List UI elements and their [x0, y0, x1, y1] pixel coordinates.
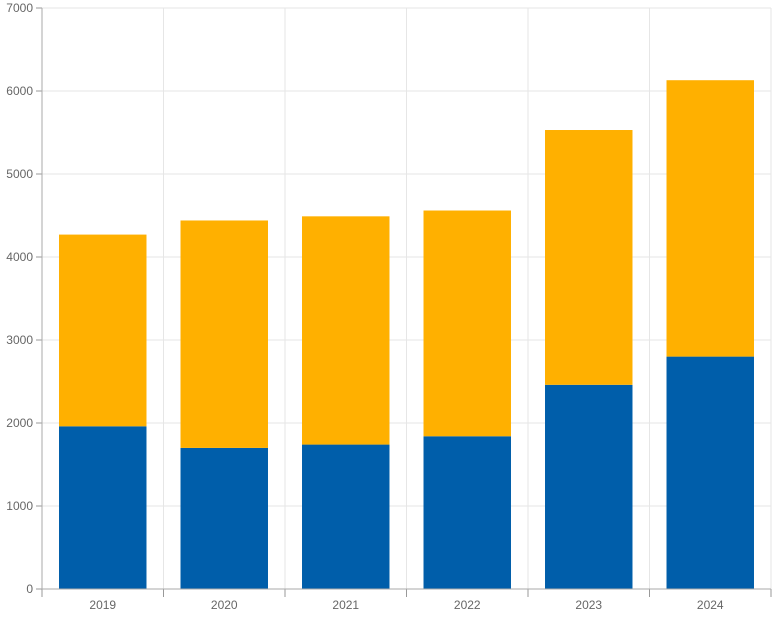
bar-2019-series-1	[59, 426, 147, 589]
y-tick-label: 0	[26, 582, 33, 596]
y-tick-label: 1000	[6, 499, 33, 513]
y-tick-label: 6000	[6, 84, 33, 98]
y-tick-label: 2000	[6, 416, 33, 430]
bar-2021-series-1	[302, 444, 390, 589]
bar-2019-series-2	[59, 234, 147, 427]
bar-2022-series-2	[423, 210, 511, 437]
bar-2023-series-1	[545, 384, 633, 589]
bar-2024-series-1	[666, 356, 754, 589]
bar-2024-series-2	[666, 80, 754, 357]
x-tick-label: 2021	[332, 598, 359, 612]
y-tick-label: 5000	[6, 167, 33, 181]
bar-2020-series-2	[180, 220, 268, 448]
axes	[36, 7, 772, 597]
bar-2023-series-2	[545, 130, 633, 385]
x-axis-tick-labels: 2019 2020 2021 2022 2023 2024	[89, 598, 724, 612]
y-tick-label: 7000	[6, 1, 33, 15]
bar-marks	[59, 80, 754, 589]
grid-lines	[42, 7, 772, 589]
bar-2020-series-1	[180, 447, 268, 589]
x-tick-label: 2020	[211, 598, 238, 612]
y-tick-label: 4000	[6, 250, 33, 264]
bar-2021-series-2	[302, 216, 390, 445]
y-tick-label: 3000	[6, 333, 33, 347]
x-tick-label: 2023	[575, 598, 602, 612]
y-axis-tick-labels: 0 1000 2000 3000 4000 5000 6000 7000	[6, 1, 33, 596]
bar-2022-series-1	[423, 436, 511, 589]
x-tick-label: 2019	[89, 598, 116, 612]
x-tick-label: 2024	[697, 598, 724, 612]
x-tick-label: 2022	[454, 598, 481, 612]
